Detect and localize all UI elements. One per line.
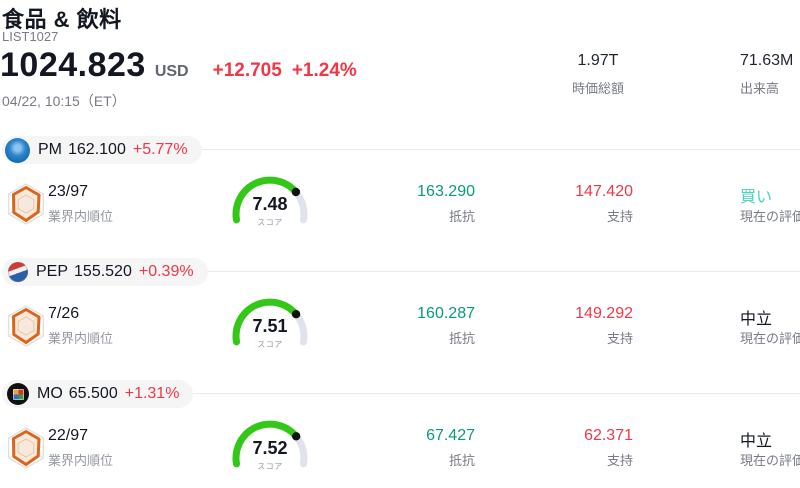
quote-datetime: 04/22, 10:15（ET） [2,93,126,109]
score-gauge [232,420,308,468]
volume-value: 71.63M [740,52,794,69]
stock-change: +5.77% [132,141,188,158]
section-rule [22,271,800,272]
resistance-value: 163.290 [417,183,475,200]
section-rule [22,149,800,150]
index-price-row: 1024.823 USD +12.705 +1.24% [0,46,357,85]
score-label: スコア [257,340,283,349]
index-change-pct: +1.24% [291,60,357,81]
industry-rank-label: 業界内順位 [48,209,114,224]
stock-section-pm: PM 162.100 +5.77% 23/97 業界内順位 7.48 スコア 1… [0,136,800,258]
stock-price: 155.520 [74,263,132,280]
rating-value: 中立 [740,433,773,450]
score-value: 7.52 [252,438,288,458]
currency-label: USD [154,63,189,80]
resistance-value: 67.427 [426,427,475,444]
pm-logo-icon [5,137,30,163]
volume-stat: 71.63M 出来高 [740,52,800,97]
score-gauge [232,298,308,346]
page-title: 食品 & 飲料 [2,7,122,32]
industry-rank-value: 23/97 [48,183,89,200]
pep-logo-icon [8,262,28,282]
stock-change: +0.39% [138,263,194,280]
resistance-label: 抵抗 [448,209,475,224]
industry-rank-icon [8,305,44,347]
score-label: スコア [257,462,283,471]
mo-logo-icon [7,383,29,405]
support-label: 支持 [606,209,633,224]
score-label: スコア [257,218,283,227]
industry-rank-value: 7/26 [48,305,80,322]
rating-label: 現在の評価 [740,453,800,468]
market-cap-stat: 1.97T 時価総額 [546,52,650,97]
industry-rank-value: 22/97 [48,427,89,444]
score-value: 7.48 [252,194,288,214]
stock-price: 162.100 [68,141,126,158]
stock-section-mo: MO 65.500 +1.31% 22/97 業界内順位 7.52 スコア 67… [0,380,800,488]
stock-symbol: PEP [36,263,69,280]
industry-rank-icon [8,183,44,225]
stock-pill-pm[interactable]: PM 162.100 +5.77% [2,136,202,164]
support-value: 62.371 [584,427,633,444]
resistance-label: 抵抗 [448,453,475,468]
stock-symbol: PM [38,141,62,158]
score-gauge [232,176,308,224]
stock-symbol: MO [37,385,63,402]
market-cap-value: 1.97T [577,52,619,69]
industry-rank-icon [8,427,44,469]
industry-rank-label: 業界内順位 [48,331,114,346]
list-id: LIST1027 [2,29,59,44]
rating-value: 買い [740,189,773,206]
resistance-value: 160.287 [417,305,475,322]
score-value: 7.51 [252,316,288,336]
resistance-label: 抵抗 [448,331,475,346]
volume-label: 出来高 [740,81,780,96]
section-rule [22,393,800,394]
index-change-abs: +12.705 [212,60,282,81]
index-price: 1024.823 [0,46,146,84]
support-value: 149.292 [575,305,633,322]
stock-section-pep: PEP 155.520 +0.39% 7/26 業界内順位 7.51 スコア 1… [0,258,800,380]
industry-rank-label: 業界内順位 [48,453,114,468]
support-label: 支持 [606,453,633,468]
stock-pill-mo[interactable]: MO 65.500 +1.31% [2,380,194,408]
support-value: 147.420 [575,183,633,200]
stock-change: +1.31% [124,385,180,402]
rating-value: 中立 [740,311,773,328]
stock-price: 65.500 [68,385,118,402]
market-cap-label: 時価総額 [571,81,624,96]
rating-label: 現在の評価 [740,331,800,346]
rating-label: 現在の評価 [740,209,800,224]
support-label: 支持 [606,331,633,346]
stock-pill-pep[interactable]: PEP 155.520 +0.39% [2,258,208,286]
